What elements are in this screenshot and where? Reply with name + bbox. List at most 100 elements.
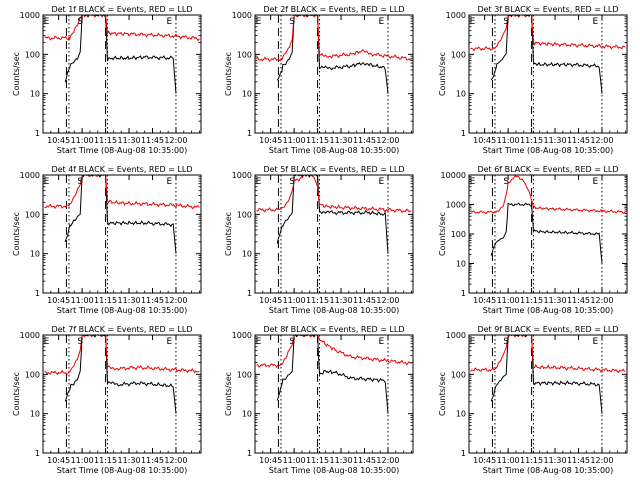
y-tick-label: 10 [242, 90, 252, 99]
marker-label-e: E [167, 177, 173, 187]
y-tick-label: 100 [25, 370, 40, 379]
lld-series-line [44, 15, 200, 42]
events-series-line [276, 15, 389, 94]
y-tick-label: 100 [451, 230, 466, 239]
x-tick-label: 11:30 [544, 136, 567, 145]
panel-title: Det 6f BLACK = Events, RED = LLD [477, 165, 618, 174]
marker-label-s: S [77, 177, 83, 187]
lld-series-line [256, 15, 412, 62]
marker-label-e: E [256, 337, 262, 347]
x-tick-label: 11:45 [141, 136, 164, 145]
panel-2: Det 2f BLACK = Events, RED = LLD 1 10 100 10… [224, 5, 414, 155]
panel-4: Det 4f BLACK = Events, RED = LLD 1 10 100 10… [12, 165, 202, 315]
y-tick-label: 100 [237, 50, 252, 59]
lld-series-line [256, 175, 412, 214]
y-tick-label: 100 [451, 370, 466, 379]
y-tick-label: 1 [247, 449, 252, 458]
x-tick-label: 11:30 [330, 296, 353, 305]
y-tick-label: 1 [35, 129, 40, 138]
x-tick-label: 11:45 [353, 136, 376, 145]
marker-label-e: E [593, 337, 599, 347]
x-axis-label: Start Time (08-Aug-08 10:35:00) [57, 306, 188, 315]
x-axis-label: Start Time (08-Aug-08 10:35:00) [269, 146, 400, 155]
x-tick-label: 11:30 [118, 456, 141, 465]
y-tick-label: 1 [461, 449, 466, 458]
marker-label-e: E [593, 17, 599, 27]
x-tick-label: 12:00 [164, 456, 187, 465]
x-tick-label: 11:30 [544, 456, 567, 465]
panel-title: Det 8f BLACK = Events, RED = LLD [263, 325, 404, 334]
x-axis-label: Start Time (08-Aug-08 10:35:00) [483, 146, 614, 155]
plot-area [256, 335, 412, 453]
marker-label-e: E [167, 17, 173, 27]
y-tick-label: 1 [35, 449, 40, 458]
marker-label-e: E [593, 177, 599, 187]
plot-area [44, 335, 200, 453]
x-tick-label: 11:45 [567, 136, 590, 145]
marker-label-e: E [470, 17, 476, 27]
y-tick-label: 1 [461, 289, 466, 298]
x-tick-label: 11:30 [544, 296, 567, 305]
y-tick-label: 1 [35, 289, 40, 298]
marker-label-s: S [289, 17, 295, 27]
marker-label-e: E [379, 337, 385, 347]
plot-frame [468, 14, 628, 134]
y-tick-label: 1000 [20, 331, 40, 340]
marker-label-e: E [379, 177, 385, 187]
x-tick-label: 12:00 [376, 136, 399, 145]
x-tick-label: 11:30 [330, 136, 353, 145]
events-series-line [64, 175, 177, 254]
x-tick-label: 11:15 [94, 296, 117, 305]
x-tick-label: 11:15 [94, 456, 117, 465]
y-axis-label: Counts/sec [438, 212, 447, 256]
y-tick-label: 1 [247, 129, 252, 138]
y-tick-label: 10 [456, 410, 466, 419]
y-tick-label: 1000 [20, 11, 40, 20]
x-tick-label: 11:45 [353, 296, 376, 305]
x-tick-label: 10:45 [473, 456, 496, 465]
marker-label-e: E [44, 17, 50, 27]
y-tick-label: 1 [461, 129, 466, 138]
events-series-line [276, 335, 389, 414]
panel-title: Det 2f BLACK = Events, RED = LLD [263, 5, 404, 14]
lld-series-line [470, 15, 626, 52]
panel-5: Det 5f BLACK = Events, RED = LLD 1 10 100 10… [224, 165, 414, 315]
events-series-line [276, 175, 389, 254]
plot-frame [42, 334, 202, 454]
x-tick-label: 11:45 [353, 456, 376, 465]
lld-series-line [256, 335, 412, 369]
panel-title: Det 9f BLACK = Events, RED = LLD [477, 325, 618, 334]
panel-title: Det 5f BLACK = Events, RED = LLD [263, 165, 404, 174]
x-tick-label: 12:00 [590, 456, 613, 465]
events-series-line [490, 202, 603, 264]
y-tick-label: 100 [25, 210, 40, 219]
y-tick-label: 10 [456, 260, 466, 269]
plot-frame [254, 14, 414, 134]
marker-label-s: S [77, 337, 83, 347]
y-tick-label: 10 [30, 250, 40, 259]
panel-title: Det 4f BLACK = Events, RED = LLD [51, 165, 192, 174]
lld-series-line [470, 335, 626, 374]
x-tick-label: 11:30 [330, 456, 353, 465]
marker-label-e: E [256, 17, 262, 27]
marker-label-e: E [167, 337, 173, 347]
marker-label-s: S [289, 177, 295, 187]
x-tick-label: 10:45 [259, 136, 282, 145]
x-tick-label: 11:00 [71, 456, 94, 465]
x-tick-label: 11:00 [497, 136, 520, 145]
x-tick-label: 10:45 [473, 296, 496, 305]
y-tick-label: 1000 [446, 201, 466, 210]
lld-series-line [44, 175, 200, 210]
marker-label-e: E [256, 177, 262, 187]
panel-7: Det 7f BLACK = Events, RED = LLD 1 10 100 10… [12, 325, 202, 475]
y-axis-label: Counts/sec [438, 52, 447, 96]
marker-label-e: E [44, 177, 50, 187]
x-axis-label: Start Time (08-Aug-08 10:35:00) [483, 306, 614, 315]
plot-frame [42, 14, 202, 134]
x-tick-label: 11:00 [283, 296, 306, 305]
plot-frame [42, 174, 202, 294]
x-tick-label: 10:45 [259, 456, 282, 465]
plot-frame [468, 334, 628, 454]
marker-label-s: S [503, 17, 509, 27]
x-tick-label: 11:15 [520, 296, 543, 305]
